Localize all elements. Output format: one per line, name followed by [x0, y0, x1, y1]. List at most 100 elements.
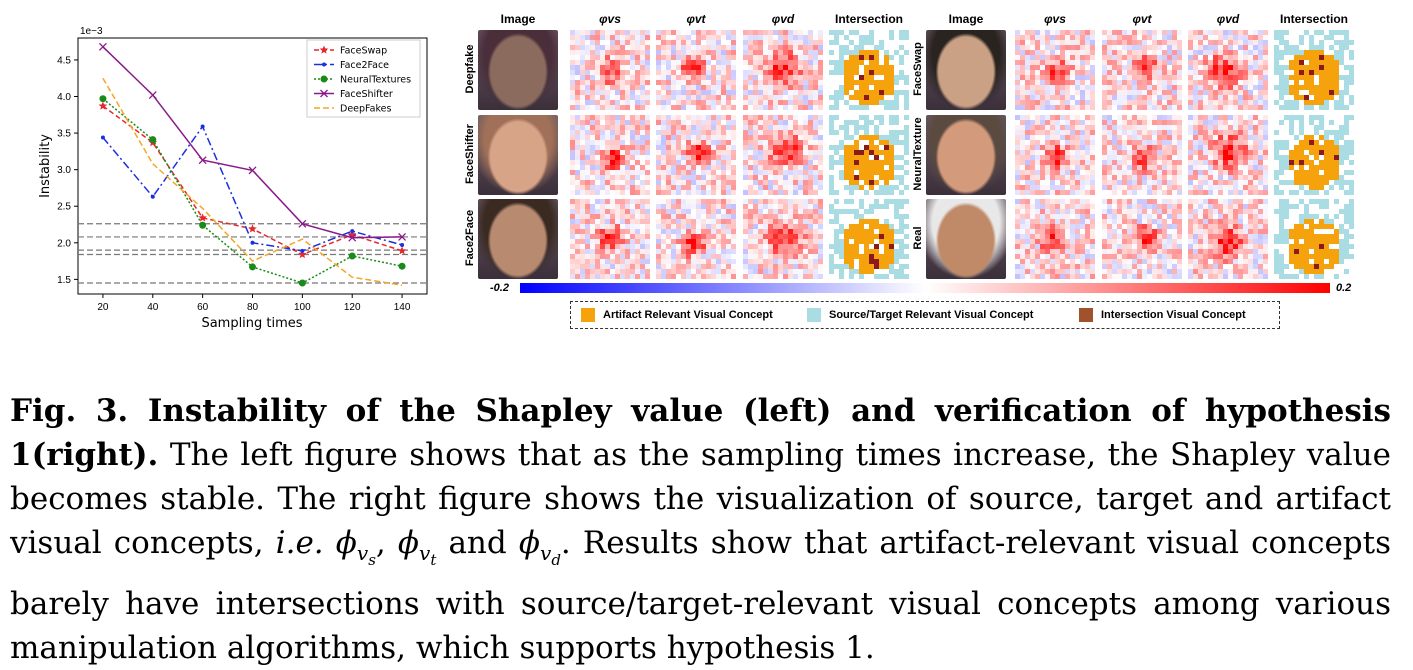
legend-label: Artifact Relevant Visual Concept [603, 309, 773, 321]
source-target-swatch [807, 308, 821, 322]
heatmap-phi-vt [656, 30, 736, 110]
intersection-map [829, 30, 909, 110]
column-header: Image [500, 12, 536, 26]
heatmap-phi-vs [570, 199, 650, 279]
figure-caption: Fig. 3. Instability of the Shapley value… [10, 393, 1392, 667]
figure-label: Fig. 3. Instability of the Shapley value… [10, 393, 1391, 473]
column-header: Image [948, 12, 984, 26]
x-tick-label: 80 [247, 302, 259, 313]
circle-marker [149, 136, 157, 144]
legend-label: Face2Face [340, 60, 389, 71]
heatmap-phi-vt [1102, 30, 1182, 110]
y-tick-label: 2.0 [57, 238, 71, 249]
star-marker [397, 246, 407, 255]
star-marker [298, 250, 307, 259]
dot-marker [100, 135, 105, 140]
series-line [102, 105, 403, 256]
column-header: φvt [686, 12, 706, 26]
series-faceshifter [98, 42, 407, 242]
y-ticks: 1.5 2.0 2.5 3.0 3.5 4.0 4.5 [57, 55, 78, 286]
heatmap-phi-vd [1188, 115, 1268, 195]
face-image [478, 199, 558, 279]
circle-marker [320, 75, 328, 83]
heatmap-phi-vt [656, 115, 736, 195]
face-image [926, 30, 1006, 110]
series-layer [98, 42, 407, 287]
series-deepfakes [102, 77, 403, 286]
intersection-map [829, 199, 909, 279]
intersection-map [1274, 115, 1354, 195]
heatmap-phi-vt [656, 199, 736, 279]
y-tick-label: 2.5 [57, 202, 71, 213]
circle-marker [99, 95, 107, 103]
dot-marker [250, 240, 255, 245]
dot-marker [350, 229, 355, 234]
row-label: Face2Face [464, 209, 476, 267]
face-image [926, 115, 1006, 195]
row-label: NeuralTexture [912, 117, 924, 191]
heatmap-phi-vs [1015, 199, 1095, 279]
visual-concept-panel: Image φvs φvt φvd Intersection Image φvs φvt φvd… [464, 0, 1413, 340]
x-marker [248, 166, 257, 175]
face-image [478, 115, 558, 195]
dot-marker [150, 194, 155, 199]
x-marker [298, 219, 307, 228]
row-label: Real [912, 226, 924, 250]
series-face2face [100, 124, 405, 253]
series-neuraltextures [99, 95, 406, 287]
x-tick-label: 20 [97, 302, 109, 313]
dot-marker [400, 242, 405, 247]
row-label: FaceSwap [912, 42, 924, 96]
heatmap-phi-vd [1188, 30, 1268, 110]
y-axis-label: Instability [38, 134, 53, 198]
circle-marker [348, 252, 356, 260]
heatmap-phi-vt [1102, 115, 1182, 195]
y-tick-label: 4.0 [57, 92, 71, 103]
colorbar-max-label: 0.2 [1336, 282, 1352, 294]
column-header: φvt [1132, 12, 1152, 26]
chart-legend: FaceSwap Face2Face NeuralTextures FaceShift… [306, 39, 421, 118]
x-marker [98, 42, 107, 51]
heatmap-phi-vs [1015, 30, 1095, 110]
x-tick-label: 140 [394, 302, 411, 313]
x-marker [198, 156, 207, 165]
column-header: Intersection [1279, 12, 1348, 26]
series-line [102, 124, 403, 252]
phi-vd: ϕvd [518, 525, 561, 570]
circle-marker [398, 262, 406, 270]
intersection-map [1274, 199, 1354, 279]
x-tick-label: 120 [344, 302, 361, 313]
column-header: φvs [1044, 12, 1066, 26]
legend-item-source-target: Source/Target Relevant Visual Concept [807, 308, 1033, 322]
series-faceswap [98, 101, 407, 259]
column-header: φvd [771, 12, 795, 26]
x-marker [398, 232, 407, 241]
x-marker [320, 89, 328, 98]
heatmap-phi-vs [570, 115, 650, 195]
column-header: φvd [1216, 12, 1240, 26]
row-label: Deepfake [464, 44, 476, 94]
x-marker [148, 91, 157, 100]
artifact-swatch [581, 308, 595, 322]
star-marker [198, 213, 207, 222]
dot-marker [300, 248, 305, 253]
circle-marker [298, 279, 306, 287]
heatmap-phi-vd [743, 199, 823, 279]
x-tick-label: 40 [147, 302, 159, 313]
dot-marker [200, 124, 205, 129]
x-axis-label: Sampling times [201, 316, 302, 331]
caption-text-2: . Results show that artifact-relevant vi… [10, 525, 1392, 667]
heatmap-phi-vt [1102, 199, 1182, 279]
star-marker [248, 224, 257, 233]
legend-label: Intersection Visual Concept [1101, 309, 1246, 321]
x-marker [348, 233, 357, 242]
instability-chart: 1.52.02.53.03.54.04.5 20 40 60 80 100 120 140 … [38, 26, 428, 331]
legend-label: DeepFakes [340, 104, 391, 115]
y-tick-label: 3.5 [57, 129, 71, 140]
dot-marker [322, 62, 326, 67]
scale-label: 1e−3 [80, 26, 103, 37]
x-tick-label: 100 [294, 302, 311, 313]
legend-label: Source/Target Relevant Visual Concept [829, 309, 1034, 321]
legend-label: FaceShifter [340, 89, 393, 100]
phi-vt: ϕvt [397, 525, 437, 570]
